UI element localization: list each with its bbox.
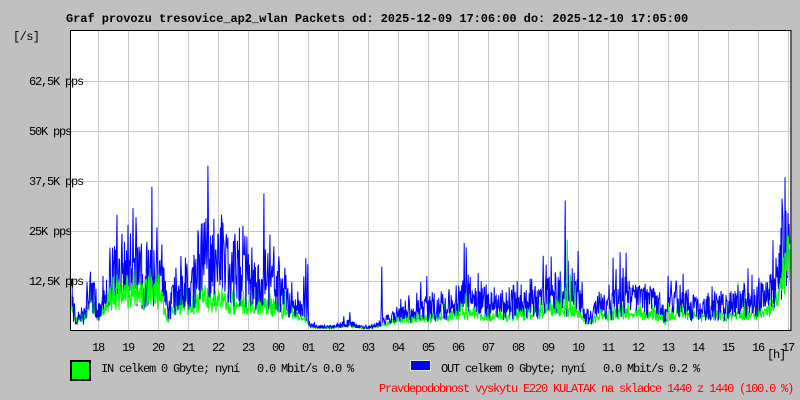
svg-text:18: 18: [92, 341, 105, 355]
svg-text:07: 07: [482, 341, 495, 355]
svg-text:16: 16: [752, 341, 765, 355]
svg-text:06: 06: [452, 341, 465, 355]
svg-text:04: 04: [392, 341, 405, 355]
svg-text:17: 17: [782, 341, 795, 355]
svg-text:50K pps: 50K pps: [29, 125, 72, 139]
svg-text:IN celkem 0 Gbyte; nyní 0.0: IN celkem 0 Gbyte; nyní 0.0 Mbit/s 0.0 %: [101, 362, 355, 376]
svg-text:21: 21: [182, 341, 195, 355]
svg-text:12,5K pps: 12,5K pps: [29, 275, 84, 289]
svg-text:[h]: [h]: [767, 348, 785, 362]
svg-text:00: 00: [272, 341, 285, 355]
svg-text:37,5K pps: 37,5K pps: [29, 175, 84, 189]
svg-text:03: 03: [362, 341, 375, 355]
svg-text:13: 13: [662, 341, 675, 355]
svg-text:OUT celkem 0 Gbyte; nyní 0.0: OUT celkem 0 Gbyte; nyní 0.0 Mbit/s 0.2 …: [441, 362, 701, 376]
svg-text:10: 10: [572, 341, 585, 355]
svg-text:14: 14: [692, 341, 705, 355]
svg-text:19: 19: [122, 341, 135, 355]
svg-text:08: 08: [512, 341, 525, 355]
svg-text:62,5K pps: 62,5K pps: [29, 75, 84, 89]
svg-text:20: 20: [152, 341, 165, 355]
svg-text:23: 23: [242, 341, 255, 355]
svg-text:05: 05: [422, 341, 435, 355]
svg-text:09: 09: [542, 341, 555, 355]
svg-text:Graf provozu tresovice_ap2_wla: Graf provozu tresovice_ap2_wlan Packets …: [66, 12, 688, 26]
svg-text:02: 02: [332, 341, 345, 355]
svg-text:15: 15: [722, 341, 735, 355]
svg-text:22: 22: [212, 341, 225, 355]
svg-text:12: 12: [632, 341, 645, 355]
svg-text:01: 01: [302, 341, 315, 355]
svg-text:[/s]: [/s]: [13, 30, 39, 44]
svg-text:25K pps: 25K pps: [29, 225, 72, 239]
svg-text:11: 11: [602, 341, 615, 355]
svg-text:Pravdepodobnost vyskytu E220 K: Pravdepodobnost vyskytu E220 KULATAK na …: [379, 382, 793, 396]
